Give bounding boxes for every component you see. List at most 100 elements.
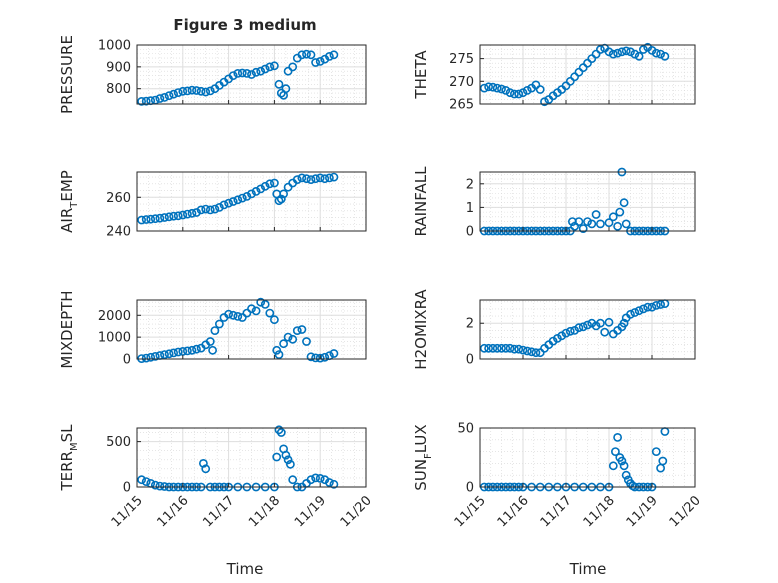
data-point (182, 209, 192, 219)
data-point (281, 450, 291, 460)
data-point (329, 50, 339, 60)
data-point (626, 309, 635, 319)
plot-area (480, 172, 695, 231)
y-axis-label: MIXDEPTH (58, 290, 76, 368)
data-point (306, 50, 316, 60)
data-point (639, 304, 648, 314)
data-point (306, 352, 316, 362)
data-point (578, 224, 588, 233)
data-point (251, 186, 261, 196)
data-point (233, 195, 243, 205)
data-point (505, 88, 515, 98)
data-point (283, 332, 293, 342)
data-point (265, 179, 275, 189)
data-point (587, 219, 597, 229)
data-point (260, 299, 270, 309)
data-point (621, 470, 631, 480)
data-point (192, 208, 201, 217)
minor-grid (137, 300, 366, 360)
data-point (196, 86, 206, 96)
data-point (479, 83, 489, 93)
data-point (146, 214, 156, 224)
data-point (621, 219, 631, 229)
data-point (269, 315, 279, 325)
data-point (237, 68, 247, 78)
data-point (302, 49, 311, 59)
data-point (617, 47, 627, 57)
data-point (527, 347, 536, 357)
data-point (522, 86, 532, 95)
data-point (643, 302, 653, 312)
data-point (292, 175, 302, 184)
data-series (479, 42, 670, 107)
data-point (297, 50, 307, 60)
y-tick-label: 2000 (98, 309, 131, 324)
data-point (265, 308, 275, 318)
data-point (272, 345, 282, 355)
data-point (137, 97, 146, 106)
data-point (292, 326, 302, 335)
data-point (201, 204, 211, 214)
data-point (160, 350, 169, 359)
data-point (608, 212, 618, 222)
data-point (574, 217, 584, 226)
y-tick-label: 2 (466, 317, 474, 332)
data-point (210, 326, 220, 335)
data-point (242, 308, 252, 318)
data-point (630, 49, 640, 59)
data-point (630, 308, 640, 317)
data-point (651, 447, 661, 456)
data-point (141, 96, 151, 106)
data-point (155, 213, 165, 223)
data-point (187, 85, 197, 95)
data-point (276, 88, 286, 98)
axes-box (136, 427, 367, 488)
data-point (583, 217, 592, 226)
data-series (479, 299, 670, 358)
data-point (178, 86, 188, 96)
data-point (173, 211, 183, 221)
y-tick-label: 1000 (98, 331, 131, 346)
data-point (251, 67, 261, 77)
data-point (311, 353, 320, 363)
data-point (237, 313, 247, 322)
data-point (535, 85, 545, 94)
data-point (596, 45, 605, 54)
data-point (492, 83, 502, 93)
y-tick-label: 265 (449, 98, 474, 113)
data-point (634, 306, 644, 316)
data-point (297, 325, 307, 334)
data-point (256, 297, 266, 307)
y-axis-label: H2OMIXRA (412, 289, 430, 370)
data-series (137, 49, 339, 106)
data-point (182, 346, 192, 356)
axes-box (479, 299, 696, 360)
data-point (285, 459, 295, 469)
data-point (583, 320, 592, 330)
data-point (658, 456, 668, 466)
data-point (272, 452, 282, 462)
data-point (224, 309, 233, 319)
data-point (260, 181, 270, 191)
data-point (497, 84, 506, 94)
data-point (315, 473, 325, 483)
data-point (613, 432, 622, 442)
data-point (302, 174, 311, 184)
data-point (205, 337, 215, 346)
data-point (164, 349, 174, 359)
data-point (479, 343, 489, 353)
data-point (315, 173, 325, 183)
axes-box (136, 299, 367, 360)
data-point (315, 353, 325, 363)
data-point (283, 455, 293, 465)
data-point (619, 318, 629, 328)
data-point (160, 213, 169, 222)
data-point (228, 71, 238, 80)
data-point (256, 66, 266, 76)
data-series (137, 297, 339, 363)
data-point (233, 69, 243, 78)
data-point (639, 45, 648, 54)
data-point (256, 184, 266, 194)
data-point (518, 88, 528, 98)
data-point (201, 464, 211, 474)
